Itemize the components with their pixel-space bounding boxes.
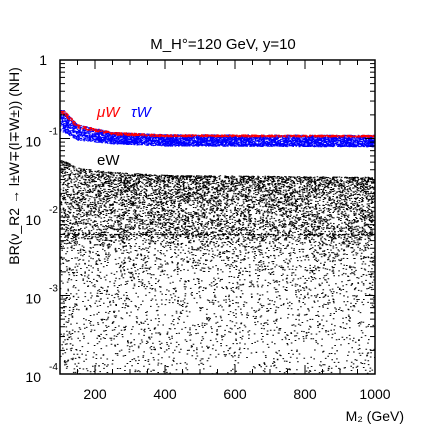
y-axis: 1 10 -1 10 -2 10 -3 10 -4 [25,52,375,385]
series-label-ew: eW [97,152,120,169]
muw-series-points [60,110,375,138]
x-tick-label: 600 [223,386,247,402]
x-tick-label: 400 [153,386,177,402]
y-tick-label-base: 10 [25,212,41,228]
x-tick-label: 800 [293,386,317,402]
y-tick-label-base: 10 [25,291,41,307]
x-tick-label: 200 [83,386,107,402]
y-tick-label-exponent: -4 [49,362,58,373]
scatter-points [60,110,375,374]
ew-series-points [60,160,375,374]
x-tick-label: 1000 [359,386,390,402]
series-label-muw: μW [96,104,121,121]
y-tick-label-base: 10 [25,134,41,150]
y-axis-label: BR(ν_R2 → l±W∓(l∓W±)) (NH) [6,67,22,264]
y-tick-label: 1 [39,52,47,68]
y-tick-label-exponent: -1 [49,127,58,138]
x-axis: 200 400 600 800 1000 [77,60,391,402]
series-label-tauw: τW [131,104,153,121]
x-axis-label: M₂ (GeV) [346,408,404,424]
y-tick-label-base: 10 [25,369,41,385]
chart-title: M_H°=120 GeV, y=10 [150,36,296,53]
y-tick-label-exponent: -3 [49,284,58,295]
y-tick-label-exponent: -2 [49,205,58,216]
